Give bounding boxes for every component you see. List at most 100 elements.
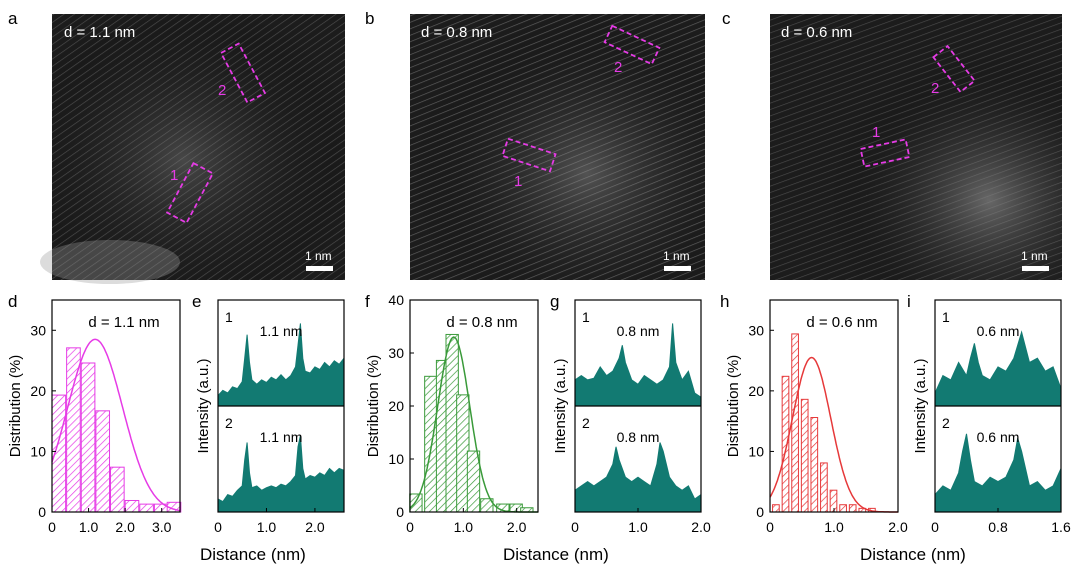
region-label-b-2: 2 bbox=[614, 59, 622, 76]
x-tick-label-i-0: 0 bbox=[931, 519, 939, 535]
x-tick-label-f-1: 1.0 bbox=[454, 519, 474, 535]
histogram-bar-h-4 bbox=[810, 417, 819, 513]
y-axis-title-f: Distribution (%) bbox=[365, 355, 382, 458]
profile-label-e-2: 2 bbox=[225, 415, 233, 431]
x-tick-label-e-0: 0 bbox=[214, 519, 222, 535]
profile-annotation-e-1: 1.1 nm bbox=[260, 323, 303, 339]
x-tick-label-h-0: 0 bbox=[766, 519, 774, 535]
profile-label-i-2: 2 bbox=[942, 415, 950, 431]
panel-letter-i: i bbox=[907, 292, 911, 311]
histogram-bar-d-5 bbox=[124, 499, 140, 513]
x-tick-label-g-1: 1.0 bbox=[628, 519, 648, 535]
intensity-profile-e-1 bbox=[217, 323, 345, 407]
x-tick-label-h-1: 1.0 bbox=[824, 519, 844, 535]
x-axis-title-right: Distance (nm) bbox=[860, 545, 966, 564]
panel-letter-b: b bbox=[365, 9, 374, 28]
axes-frame-d bbox=[51, 299, 181, 513]
panel-letter-a: a bbox=[8, 9, 18, 28]
histogram-bar-f-0 bbox=[409, 493, 423, 513]
panel-letter-g: g bbox=[550, 292, 559, 311]
region-box-a-1 bbox=[165, 161, 215, 225]
panel-letter-f: f bbox=[365, 292, 370, 311]
y-tick-label-f-1: 10 bbox=[388, 451, 404, 467]
histogram-f: 0 10 20 30 40 0 1.0 2.0 d = 0.8 nm Distribution (… bbox=[365, 292, 539, 535]
x-tick-label-d-2: 2.0 bbox=[115, 519, 135, 535]
y-tick-label-h-1: 10 bbox=[748, 443, 764, 459]
histogram-bar-h-0 bbox=[772, 504, 780, 513]
histogram-bar-d-2 bbox=[80, 362, 96, 513]
panel-letter-e: e bbox=[192, 292, 201, 311]
x-tick-label-i-1: 0.8 bbox=[988, 519, 1008, 535]
profile-label-e-1: 1 bbox=[225, 309, 233, 325]
histogram-bar-h-1 bbox=[781, 375, 790, 513]
x-tick-label-h-2: 2.0 bbox=[888, 519, 908, 535]
region-box-c-2 bbox=[932, 44, 976, 94]
micrograph-panel-a: a d = 1.1 nm 2 1 1 nm bbox=[8, 9, 345, 284]
panel-letter-d: d bbox=[8, 292, 17, 311]
intensity-profile-i-2 bbox=[934, 433, 1062, 513]
histogram-bar-f-1 bbox=[424, 375, 438, 513]
micrograph-a-spacing-label: d = 1.1 nm bbox=[64, 24, 135, 41]
y-tick-label-d-3: 30 bbox=[30, 322, 46, 338]
x-axis-title-middle: Distance (nm) bbox=[503, 545, 609, 564]
y-tick-label-f-4: 40 bbox=[388, 292, 404, 308]
x-axis-title-left: Distance (nm) bbox=[200, 545, 306, 564]
y-tick-label-h-0: 0 bbox=[756, 504, 764, 520]
y-tick-label-f-3: 30 bbox=[388, 345, 404, 361]
scale-bar-label-c: 1 nm bbox=[1021, 249, 1048, 263]
axes-frame-e bbox=[217, 299, 345, 513]
spacing-label-h: d = 0.6 nm bbox=[806, 314, 877, 331]
histogram-bar-d-4 bbox=[110, 466, 125, 513]
spacing-label-d: d = 1.1 nm bbox=[88, 314, 159, 331]
y-axis-title-i: Intensity (a.u.) bbox=[912, 358, 929, 453]
scale-bar-b bbox=[664, 266, 691, 271]
y-axis-title-h: Distribution (%) bbox=[725, 355, 742, 458]
panel-letter-c: c bbox=[722, 9, 731, 28]
histogram-bar-h-8 bbox=[848, 504, 857, 513]
spacing-label-f: d = 0.8 nm bbox=[446, 314, 517, 331]
x-tick-label-g-2: 2.0 bbox=[691, 519, 711, 535]
x-tick-label-d-3: 3.0 bbox=[152, 519, 172, 535]
profile-annotation-e-2: 1.1 nm bbox=[260, 429, 303, 445]
micrograph-panel-b: b d = 0.8 nm 2 1 1 nm bbox=[365, 9, 705, 280]
x-tick-label-e-2: 2.0 bbox=[305, 519, 325, 535]
profile-label-g-2: 2 bbox=[582, 415, 590, 431]
x-tick-label-f-2: 2.0 bbox=[507, 519, 527, 535]
y-axis-title-e: Intensity (a.u.) bbox=[195, 358, 212, 453]
y-tick-label-d-1: 10 bbox=[30, 443, 46, 459]
histogram-bar-h-3 bbox=[800, 398, 809, 513]
profile-e: 1 1.1 nm 2 1.1 nm 0 1.0 2.0 Intensity (a.u.) bbox=[195, 299, 345, 535]
profile-label-g-1: 1 bbox=[582, 309, 590, 325]
histogram-bar-h-5 bbox=[820, 462, 828, 513]
intensity-profile-g-1 bbox=[574, 323, 702, 407]
intensity-profile-g-2 bbox=[574, 442, 702, 513]
profile-annotation-g-1: 0.8 nm bbox=[617, 323, 660, 339]
histogram-d: 0 10 20 30 0 1.0 2.0 3.0 d = 1.1 nm Distribution … bbox=[7, 299, 182, 535]
micrograph-panel-c: c d = 0.6 nm 2 1 1 nm bbox=[722, 9, 1062, 280]
intensity-profile-e-2 bbox=[217, 435, 345, 513]
region-box-a-2 bbox=[219, 42, 267, 104]
intensity-profile-i-1 bbox=[934, 330, 1062, 407]
profile-annotation-i-1: 0.6 nm bbox=[977, 323, 1020, 339]
profile-g: 1 0.8 nm 2 0.8 nm 0 1.0 2.0 Intensity (a.u.) bbox=[552, 299, 711, 535]
y-tick-label-h-2: 20 bbox=[748, 383, 764, 399]
profile-annotation-i-2: 0.6 nm bbox=[977, 429, 1020, 445]
histogram-bar-d-6 bbox=[139, 503, 154, 513]
histogram-bar-h-7 bbox=[839, 504, 847, 513]
histogram-bar-f-5 bbox=[466, 450, 481, 513]
scale-bar-label-b: 1 nm bbox=[663, 249, 690, 263]
y-axis-title-g: Intensity (a.u.) bbox=[552, 358, 569, 453]
scale-bar-a bbox=[306, 266, 333, 271]
region-label-a-2: 2 bbox=[218, 82, 226, 99]
region-label-a-1: 1 bbox=[170, 167, 178, 184]
x-tick-label-d-0: 0 bbox=[48, 519, 56, 535]
histogram-bar-d-3 bbox=[95, 410, 111, 513]
micrograph-b-lattice bbox=[410, 14, 705, 280]
profile-annotation-g-2: 0.8 nm bbox=[617, 429, 660, 445]
profile-i: 1 0.6 nm 2 0.6 nm 0 0.8 1.6 Intensity (a.u.) bbox=[912, 299, 1071, 535]
micrograph-a-lattice bbox=[52, 14, 345, 280]
y-tick-label-f-0: 0 bbox=[396, 504, 404, 520]
micrograph-c-lattice bbox=[770, 14, 1062, 280]
region-box-b-2 bbox=[603, 24, 661, 66]
